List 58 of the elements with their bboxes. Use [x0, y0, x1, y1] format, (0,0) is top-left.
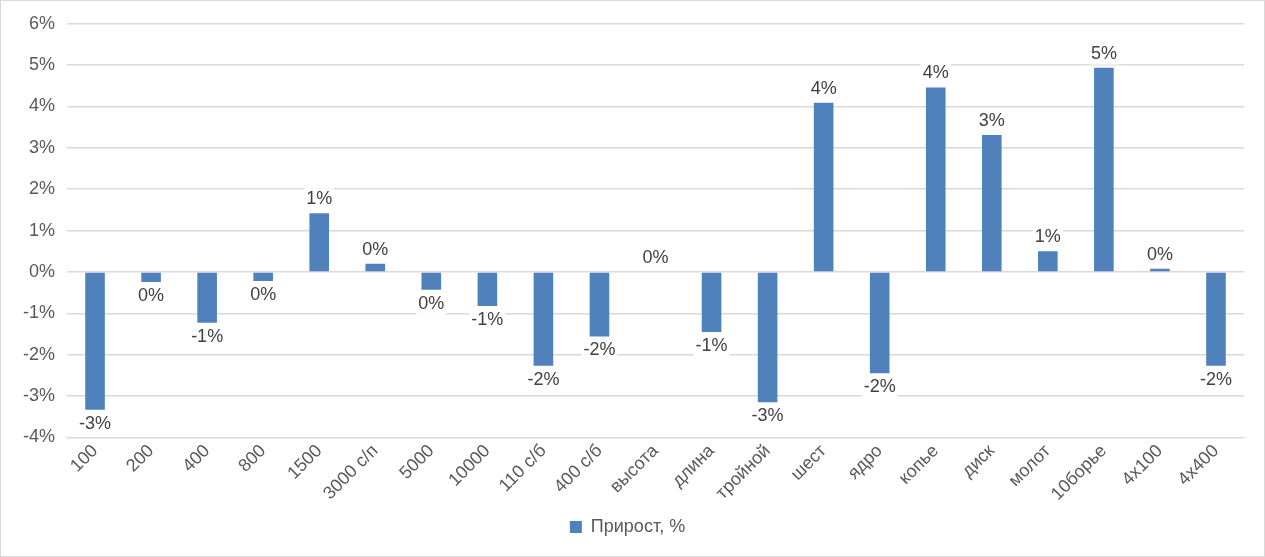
y-tick-label: 4%	[28, 95, 56, 116]
bar	[365, 263, 386, 272]
data-label: -3%	[751, 405, 784, 426]
x-tick-label: 400	[178, 440, 214, 476]
bar	[981, 135, 1002, 272]
x-tick-label: 800	[234, 440, 270, 476]
bar	[757, 272, 778, 403]
data-label: 3%	[978, 110, 1005, 131]
data-label: 0%	[362, 238, 389, 259]
bar	[925, 87, 946, 272]
bar	[1038, 251, 1058, 272]
data-label: -2%	[863, 376, 896, 397]
data-label: 5%	[1090, 42, 1117, 63]
bar	[701, 272, 722, 332]
y-tick-label: -2%	[22, 343, 56, 364]
bar	[309, 213, 330, 272]
data-label: -2%	[527, 368, 560, 389]
bar	[1206, 272, 1226, 366]
y-tick-label: 1%	[28, 219, 56, 240]
data-label: -1%	[191, 325, 224, 346]
data-label: 1%	[306, 188, 333, 209]
data-label: -2%	[1199, 368, 1232, 389]
data-label: 0%	[138, 284, 165, 305]
bar	[533, 272, 554, 366]
data-label: 0%	[1146, 243, 1173, 264]
x-tick-label: 400 с/б	[549, 440, 606, 497]
bar	[253, 272, 273, 282]
y-tick-label: 6%	[28, 12, 56, 33]
y-tick-label: -4%	[22, 426, 56, 447]
x-tick-label: 110 с/б	[494, 440, 550, 496]
bar	[869, 272, 890, 374]
bar	[85, 272, 105, 410]
y-tick-label: -3%	[22, 385, 56, 406]
data-label: -1%	[471, 308, 504, 329]
x-tick-label: 100	[65, 440, 102, 476]
bar	[421, 272, 442, 290]
data-label: -3%	[79, 412, 112, 433]
data-label: -2%	[583, 339, 616, 360]
bar	[1094, 67, 1114, 272]
data-label: 0%	[250, 284, 277, 305]
y-tick-label: 5%	[28, 54, 56, 75]
y-tick-label: -1%	[22, 302, 56, 323]
data-label: 4%	[922, 62, 949, 83]
data-label: 0%	[418, 292, 445, 313]
bar	[197, 272, 217, 323]
bar	[813, 102, 834, 272]
y-tick-label: 0%	[28, 260, 56, 281]
y-tick-label: 3%	[28, 136, 56, 157]
legend-label: Прирост, %	[590, 515, 686, 536]
bar	[589, 272, 610, 337]
data-label: -1%	[695, 334, 728, 355]
x-tick-label: 200	[122, 440, 158, 476]
bar	[141, 272, 161, 282]
data-label: 0%	[642, 246, 669, 267]
data-label: 1%	[1034, 226, 1061, 247]
y-tick-label: 2%	[28, 178, 56, 199]
bar	[477, 272, 498, 306]
data-label: 4%	[810, 77, 837, 98]
